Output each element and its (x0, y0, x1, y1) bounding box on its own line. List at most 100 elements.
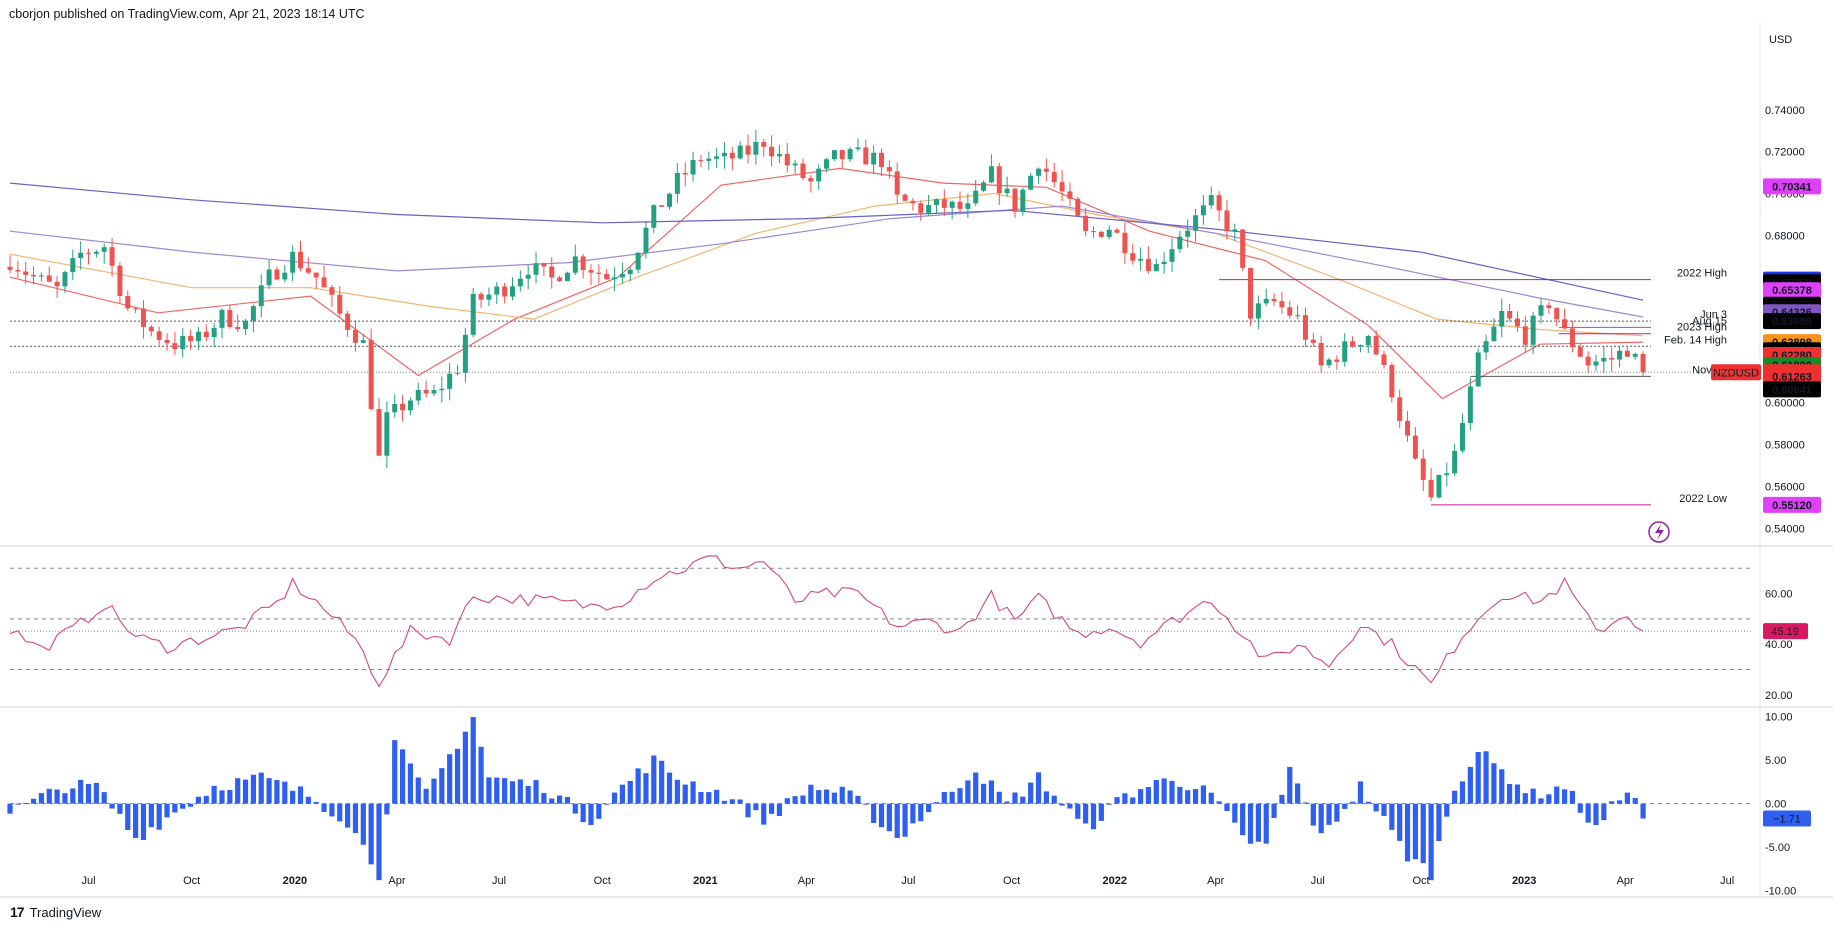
histogram-bar (439, 768, 445, 804)
histogram-bar (816, 790, 822, 804)
candle-body (761, 141, 767, 147)
histogram-bar (1349, 801, 1356, 804)
candle-body (321, 277, 327, 288)
histogram-bar (949, 791, 955, 804)
candle-body (808, 178, 814, 182)
price-tick-label: 0.58000 (1765, 440, 1805, 452)
histogram-bar (133, 803, 139, 838)
histogram-bar (266, 778, 272, 804)
histogram-bar (1020, 796, 1026, 804)
histogram-bar (1279, 794, 1285, 804)
candle-body (1632, 353, 1638, 357)
histogram-bar (1137, 789, 1144, 804)
candle-body (1585, 356, 1591, 366)
tradingview-logo[interactable]: 17 TradingView (10, 904, 101, 920)
price-label-box (1763, 282, 1821, 299)
candle-body (776, 154, 782, 157)
level-label: 2023 High (1677, 322, 1727, 334)
histogram-bar (321, 803, 327, 812)
candle-body (737, 145, 743, 159)
candle-body (31, 274, 37, 277)
candle-body (1444, 473, 1450, 476)
candle-body (706, 158, 712, 161)
histogram-bar (808, 784, 814, 804)
histogram-bar (1428, 803, 1434, 881)
rsi-tick-label: 40.00 (1765, 639, 1793, 651)
candle-body (93, 251, 99, 254)
candle-body (957, 201, 963, 209)
candle-body (250, 306, 256, 321)
histogram-bar (211, 785, 217, 804)
histogram-bar (235, 778, 241, 804)
price-label-box (1763, 313, 1821, 330)
histogram-bar (1459, 781, 1466, 804)
candle-body (588, 270, 594, 273)
candle-body (1475, 352, 1481, 387)
price-tick-label: 0.60000 (1765, 398, 1805, 410)
candle-body (596, 272, 602, 274)
price-tick-label: 0.54000 (1765, 523, 1805, 535)
candle-body (1310, 339, 1316, 343)
moving-averages (9, 167, 1644, 400)
tradingview-logo-mark: 17 (10, 904, 25, 920)
histogram-bar (1098, 803, 1104, 821)
candle-body (1193, 215, 1199, 231)
price-label-box (1763, 178, 1821, 195)
candle-body (769, 146, 775, 157)
candle-body (1569, 328, 1575, 348)
candle-body (1138, 258, 1144, 261)
histogram-bar (1130, 797, 1136, 804)
candle-body (949, 201, 955, 208)
histogram-bar (878, 803, 885, 828)
histogram-bar (30, 798, 37, 804)
candle-body (298, 251, 303, 269)
candle-body (38, 275, 44, 277)
histogram-bar (871, 803, 877, 823)
candle-body (23, 271, 29, 275)
candle-body (1514, 318, 1520, 327)
candle-body (988, 166, 994, 183)
histogram-bar (1569, 790, 1576, 804)
candle-body (1365, 336, 1371, 346)
histogram-bar (1601, 803, 1607, 821)
histogram-tick-label: -5.00 (1765, 842, 1790, 854)
candle-body (918, 203, 924, 213)
candle-body (195, 331, 201, 342)
candle-body (1397, 397, 1403, 421)
candle-body (784, 154, 790, 166)
histogram-bar (329, 803, 335, 817)
candle-body (1562, 319, 1568, 329)
histogram-bar (1593, 803, 1599, 826)
candle-body (62, 272, 68, 287)
price-label-box (1763, 368, 1821, 385)
histogram-bar (1145, 787, 1152, 804)
histogram-bar (164, 803, 170, 818)
candle-body (1295, 315, 1301, 317)
histogram-bar (957, 788, 963, 804)
candle-body (1271, 298, 1277, 302)
candle-body (305, 268, 311, 273)
histogram-bar (1632, 797, 1638, 804)
histogram-bar (7, 803, 13, 814)
histogram-bar (1075, 803, 1081, 819)
candle-body (941, 199, 947, 208)
candle-body (243, 320, 249, 330)
replay-bolt-icon[interactable] (1648, 521, 1670, 543)
histogram-bar (611, 792, 618, 804)
histogram-bar (1412, 803, 1418, 860)
histogram-bar (203, 795, 209, 804)
histogram-bar (996, 791, 1002, 804)
histogram-bar (926, 803, 932, 813)
histogram-bar (46, 788, 52, 804)
candle-body (140, 308, 146, 327)
histogram-bar (1090, 803, 1097, 830)
candle-body (407, 400, 413, 411)
rsi-value-box (1763, 623, 1808, 640)
candle-body (376, 409, 382, 456)
histogram-bar (635, 768, 641, 804)
ema-200-line (9, 182, 1644, 301)
candle-body (1389, 364, 1395, 398)
histogram-bar (1404, 803, 1411, 862)
candle-body (1263, 298, 1269, 304)
